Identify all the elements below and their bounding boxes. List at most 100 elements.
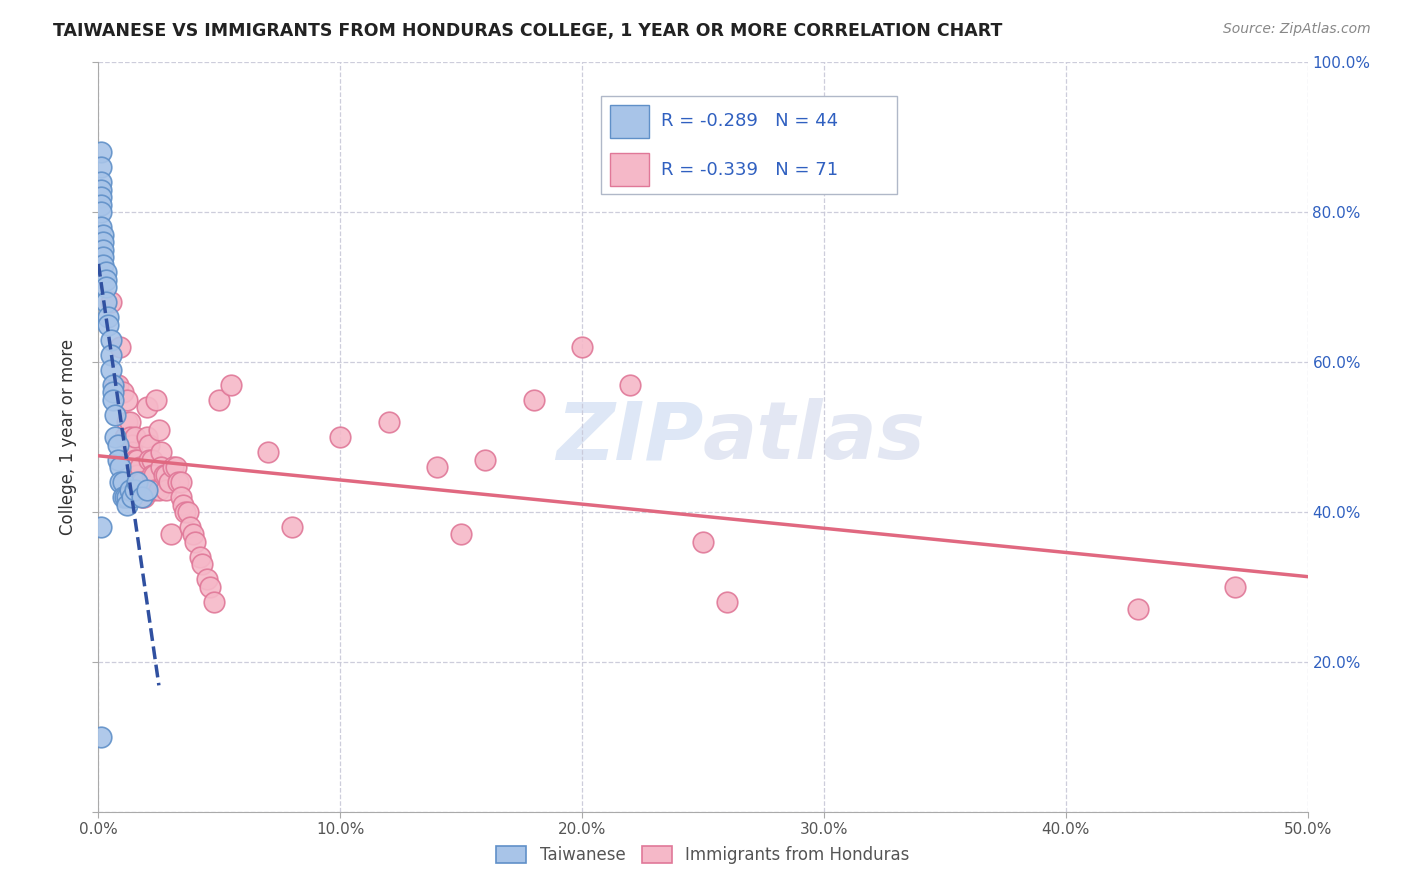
FancyBboxPatch shape: [610, 105, 650, 137]
Point: [195, 573, 218, 587]
Point: [1128, 602, 1150, 616]
Text: TAIWANESE VS IMMIGRANTS FROM HONDURAS COLLEGE, 1 YEAR OR MORE CORRELATION CHART: TAIWANESE VS IMMIGRANTS FROM HONDURAS CO…: [53, 22, 1002, 40]
Point: [90, 161, 112, 175]
Point: [141, 452, 163, 467]
Point: [174, 505, 197, 519]
Text: Source: ZipAtlas.com: Source: ZipAtlas.com: [1223, 22, 1371, 37]
Point: [256, 445, 278, 459]
Point: [97, 310, 120, 325]
Point: [155, 483, 177, 497]
Point: [162, 460, 184, 475]
Point: [121, 490, 143, 504]
Point: [177, 505, 200, 519]
Point: [155, 467, 177, 482]
Point: [94, 280, 117, 294]
Point: [118, 483, 141, 497]
Point: [124, 483, 146, 497]
Point: [134, 490, 156, 504]
Point: [117, 490, 139, 504]
Point: [148, 483, 170, 497]
Point: [124, 430, 146, 444]
Point: [127, 475, 149, 489]
Point: [107, 452, 129, 467]
Point: [165, 460, 187, 475]
Point: [90, 183, 112, 197]
Point: [94, 273, 117, 287]
Point: [131, 475, 153, 489]
Y-axis label: College, 1 year or more: College, 1 year or more: [59, 339, 77, 535]
Point: [114, 490, 136, 504]
Point: [128, 460, 150, 475]
Point: [281, 520, 304, 534]
Point: [128, 475, 150, 489]
Point: [104, 408, 127, 422]
Point: [204, 595, 226, 609]
Point: [104, 430, 127, 444]
Point: [619, 377, 641, 392]
Text: R = -0.289   N = 44: R = -0.289 N = 44: [661, 112, 838, 130]
Point: [97, 318, 120, 332]
Point: [107, 437, 129, 451]
Point: [143, 467, 166, 482]
Point: [100, 295, 122, 310]
Point: [118, 415, 141, 429]
Point: [523, 392, 546, 407]
Point: [135, 400, 157, 414]
Point: [91, 243, 114, 257]
Point: [135, 483, 157, 497]
Point: [141, 467, 163, 482]
Point: [100, 348, 122, 362]
Point: [101, 385, 124, 400]
Point: [208, 392, 231, 407]
Text: ZIP: ZIP: [555, 398, 703, 476]
Point: [90, 198, 112, 212]
Point: [127, 467, 149, 482]
Point: [160, 527, 183, 541]
Legend: Taiwanese, Immigrants from Honduras: Taiwanese, Immigrants from Honduras: [489, 839, 917, 871]
Point: [90, 205, 112, 219]
Point: [716, 595, 738, 609]
Point: [114, 430, 136, 444]
Point: [117, 392, 139, 407]
Point: [184, 535, 207, 549]
Point: [188, 549, 211, 564]
Point: [117, 415, 139, 429]
Point: [124, 452, 146, 467]
Point: [108, 460, 131, 475]
Point: [101, 392, 124, 407]
FancyBboxPatch shape: [600, 95, 897, 194]
Point: [145, 392, 167, 407]
Point: [90, 145, 112, 160]
Point: [90, 730, 112, 744]
Point: [131, 490, 153, 504]
Point: [377, 415, 399, 429]
Point: [138, 452, 160, 467]
Point: [148, 423, 170, 437]
FancyBboxPatch shape: [610, 153, 650, 186]
Point: [100, 333, 122, 347]
Point: [100, 362, 122, 376]
Point: [329, 430, 352, 444]
Point: [90, 190, 112, 204]
Point: [94, 295, 117, 310]
Point: [152, 467, 174, 482]
Point: [111, 475, 134, 489]
Point: [118, 430, 141, 444]
Point: [169, 475, 191, 489]
Point: [108, 475, 131, 489]
Point: [692, 535, 714, 549]
Point: [143, 483, 166, 497]
Point: [91, 250, 114, 264]
Point: [94, 265, 117, 279]
Point: [121, 437, 143, 451]
Text: atlas: atlas: [703, 398, 925, 476]
Point: [191, 558, 214, 572]
Point: [91, 258, 114, 272]
Point: [426, 460, 449, 475]
Point: [127, 452, 149, 467]
Point: [198, 580, 221, 594]
Point: [108, 340, 131, 354]
Point: [167, 475, 190, 489]
Point: [101, 377, 124, 392]
Point: [121, 445, 143, 459]
